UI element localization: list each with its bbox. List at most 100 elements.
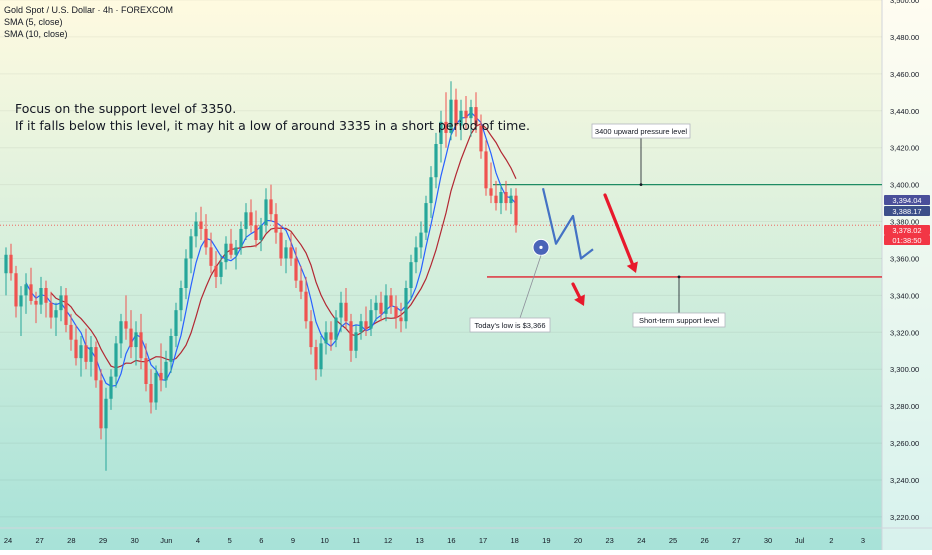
- indicator-sma5[interactable]: SMA (5, close): [4, 17, 63, 27]
- price-tag: 01:38:50: [884, 235, 930, 245]
- candle: [449, 81, 453, 141]
- candle: [484, 140, 488, 196]
- candle: [479, 114, 483, 159]
- candle-body: [249, 212, 253, 226]
- candle: [44, 280, 48, 318]
- price-tag: 3,378.02: [884, 225, 930, 235]
- candle-body: [254, 225, 258, 240]
- candle-body: [24, 284, 28, 296]
- candle: [384, 284, 388, 322]
- candle: [294, 247, 298, 288]
- downward-arrow-small: [571, 282, 585, 306]
- todays-low-box: [469, 317, 551, 333]
- candle: [64, 288, 68, 333]
- candle-body: [404, 288, 408, 322]
- candle: [414, 236, 418, 274]
- x-tick-label: 24: [637, 536, 645, 545]
- candle: [59, 286, 63, 322]
- x-tick-label: 18: [510, 536, 518, 545]
- x-tick-label: 3: [861, 536, 865, 545]
- candle-body: [89, 347, 93, 362]
- candle: [214, 251, 218, 288]
- candle: [289, 232, 293, 266]
- candle: [169, 328, 173, 373]
- candle: [444, 92, 448, 148]
- candle: [284, 240, 288, 274]
- candle: [264, 188, 268, 233]
- candle: [459, 99, 463, 141]
- candle-body: [419, 232, 423, 248]
- candle-body: [204, 228, 208, 248]
- indicator-sma10[interactable]: SMA (10, close): [4, 29, 68, 39]
- x-tick-label: 6: [259, 536, 263, 545]
- candle-body: [179, 288, 183, 311]
- y-tick-label: 3,340.00: [890, 291, 919, 300]
- candle-body: [449, 99, 453, 133]
- candle-body: [129, 328, 133, 348]
- x-tick-label: 10: [320, 536, 328, 545]
- candle-body: [514, 195, 518, 226]
- candle-body: [334, 317, 338, 340]
- candle-body: [49, 302, 53, 318]
- x-tick-label: 24: [4, 536, 12, 545]
- candle-body: [299, 280, 303, 292]
- candle-body: [124, 321, 128, 329]
- candle: [149, 369, 153, 414]
- price-tag-label: 3,378.02: [892, 226, 921, 235]
- price-tag: 3,394.04: [884, 195, 930, 205]
- candle-body: [309, 321, 313, 348]
- candle-body: [29, 284, 33, 301]
- candle-body: [389, 295, 393, 307]
- x-tick-label: 19: [542, 536, 550, 545]
- candle: [94, 341, 98, 388]
- candle: [109, 369, 113, 410]
- candle: [474, 92, 478, 133]
- candle-body: [59, 295, 63, 311]
- candle-body: [284, 247, 288, 259]
- candle: [249, 199, 253, 233]
- candle-body: [354, 332, 358, 351]
- symbol-title[interactable]: Gold Spot / U.S. Dollar · 4h · FOREXCOM: [4, 5, 174, 15]
- level-lines-layer: [0, 184, 882, 278]
- price-tag-box: [884, 225, 930, 235]
- candle-body: [189, 236, 193, 259]
- candle: [189, 228, 193, 274]
- candle: [259, 217, 263, 252]
- candle-body: [329, 332, 333, 340]
- y-tick-label: 3,240.00: [890, 476, 919, 485]
- candle: [134, 321, 138, 366]
- candle-body: [114, 343, 118, 377]
- price-axis[interactable]: 3,220.00 3,240.00 3,260.00 3,280.00 3,300.00…: [890, 0, 919, 522]
- candle: [119, 313, 123, 359]
- candle-body: [494, 195, 498, 204]
- y-tick-label: 3,300.00: [890, 365, 919, 374]
- candle: [74, 324, 78, 366]
- y-tick-label: 3,280.00: [890, 402, 919, 411]
- candle: [434, 132, 438, 189]
- candle-body: [84, 345, 88, 362]
- candle: [164, 350, 168, 388]
- candle-body: [104, 398, 108, 429]
- candle-body: [274, 214, 278, 233]
- candle: [204, 214, 208, 255]
- candle: [24, 273, 28, 314]
- candle-body: [194, 221, 198, 237]
- candle: [389, 288, 393, 314]
- candle: [244, 203, 248, 240]
- x-tick-label: 30: [764, 536, 772, 545]
- price-tag-label: 3,388.17: [892, 207, 921, 216]
- support-anchor: [677, 275, 681, 279]
- x-tick-label: 5: [228, 536, 232, 545]
- candle-body: [229, 243, 233, 255]
- candle: [359, 313, 363, 340]
- candle: [314, 339, 318, 381]
- time-axis[interactable]: 24 27 28 29 30 Jun 4 5 6 9 10 11 12 13 16 17 18 19 20 23 24 2…: [4, 536, 865, 545]
- candle-body: [314, 347, 318, 370]
- candle-body: [504, 192, 508, 204]
- candle: [394, 295, 398, 329]
- x-tick-label: 20: [574, 536, 582, 545]
- candle: [209, 232, 213, 274]
- candle-body: [469, 107, 473, 119]
